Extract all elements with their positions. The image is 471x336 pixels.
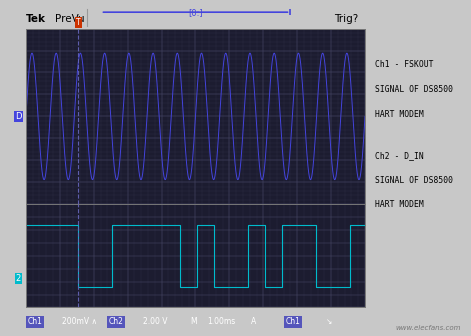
Text: M: M	[190, 317, 197, 326]
Text: [0:]: [0:]	[188, 8, 203, 17]
Text: D: D	[15, 112, 22, 121]
Text: T: T	[76, 18, 81, 27]
Text: SIGNAL OF DS8500: SIGNAL OF DS8500	[375, 176, 453, 185]
Text: PreVu: PreVu	[55, 14, 84, 24]
Text: 200mV ∧: 200mV ∧	[62, 317, 97, 326]
Text: Ch1: Ch1	[28, 317, 42, 326]
Text: Ch2: Ch2	[109, 317, 124, 326]
Text: Tek: Tek	[26, 14, 46, 24]
Text: SIGNAL OF DS8500: SIGNAL OF DS8500	[375, 85, 453, 94]
Text: ↘: ↘	[326, 317, 333, 326]
Text: Ch1 - FSKOUT: Ch1 - FSKOUT	[375, 60, 433, 69]
Text: 1.00ms: 1.00ms	[207, 317, 236, 326]
Text: HART MODEM: HART MODEM	[375, 201, 423, 209]
Text: Ch2 - D_IN: Ch2 - D_IN	[375, 151, 423, 160]
Text: 2.00 V: 2.00 V	[143, 317, 167, 326]
Text: 2: 2	[16, 274, 21, 283]
Text: www.elecfans.com: www.elecfans.com	[396, 326, 461, 331]
Text: Trig?: Trig?	[334, 14, 358, 24]
Text: Ch1: Ch1	[285, 317, 300, 326]
Text: HART MODEM: HART MODEM	[375, 110, 423, 119]
Text: A: A	[252, 317, 257, 326]
